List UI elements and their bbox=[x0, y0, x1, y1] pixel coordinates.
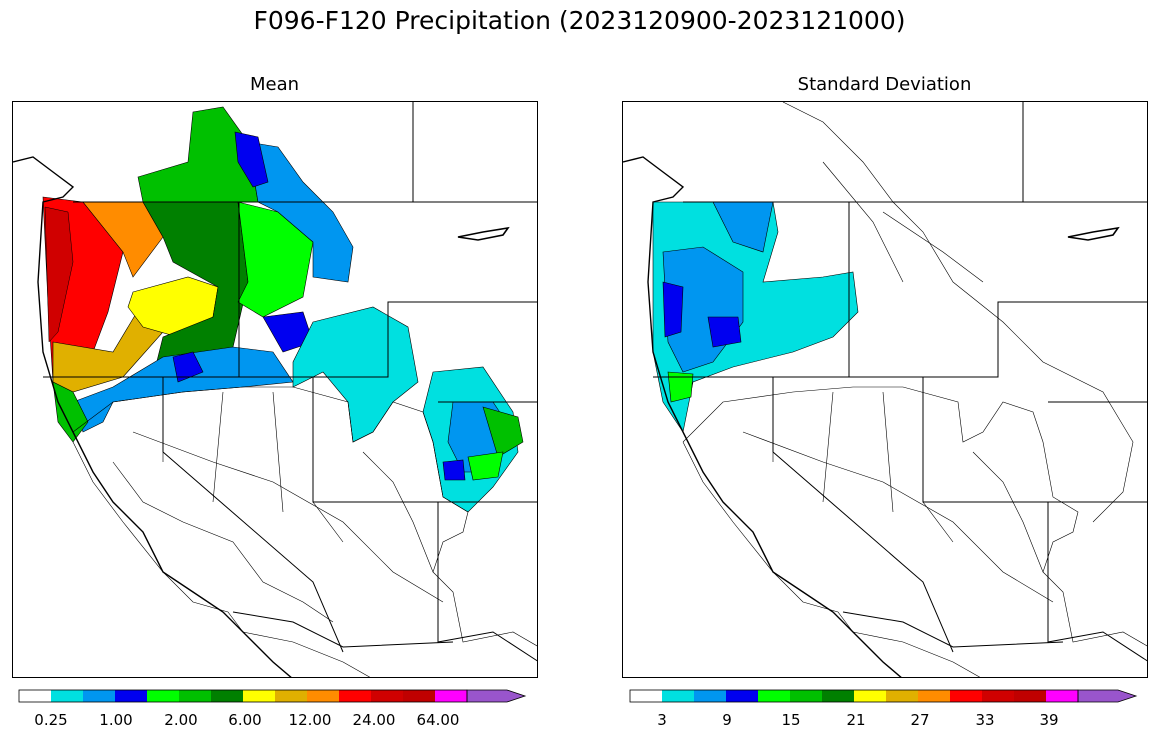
colorbar-swatch bbox=[275, 690, 307, 702]
stddev-regions bbox=[652, 201, 859, 433]
colorbar-swatch bbox=[1014, 690, 1046, 702]
colorbar-swatch bbox=[662, 690, 694, 702]
colorbar-swatch bbox=[1046, 690, 1078, 702]
colorbar-swatch bbox=[339, 690, 371, 702]
stddev-tick-label: 27 bbox=[910, 711, 930, 729]
stddev-tick-label: 39 bbox=[1039, 711, 1059, 729]
mean-precip-regions bbox=[42, 106, 524, 513]
stddev-map-svg bbox=[623, 102, 1147, 677]
colorbar-swatch bbox=[403, 690, 435, 702]
mean-tick-label: 64.00 bbox=[416, 711, 460, 729]
region-darkred bbox=[44, 206, 74, 343]
region-darkblue-north bbox=[234, 131, 269, 188]
region-cyan-utah bbox=[292, 306, 419, 443]
colorbar-swatch bbox=[950, 690, 982, 702]
colorbar-swatch bbox=[726, 690, 758, 702]
colorbar-swatch bbox=[630, 690, 662, 702]
stddev-great-lakes bbox=[1067, 226, 1120, 241]
colorbar-swatch bbox=[19, 690, 51, 702]
colorbar-swatch bbox=[179, 690, 211, 702]
colorbar-swatch bbox=[854, 690, 886, 702]
mean-tick-label: 2.00 bbox=[164, 711, 198, 729]
colorbar-swatch bbox=[822, 690, 854, 702]
region-darkblue-colorado bbox=[442, 459, 466, 481]
figure-title: F096-F120 Precipitation (2023120900-2023… bbox=[253, 6, 906, 35]
sd-region-green bbox=[667, 371, 694, 403]
stddev-colorbar bbox=[629, 689, 1138, 703]
colorbar-swatch bbox=[147, 690, 179, 702]
mean-tick-label: 6.00 bbox=[228, 711, 262, 729]
colorbar-swatch bbox=[918, 690, 950, 702]
region-green-sw bbox=[52, 381, 89, 443]
region-darkblue-south bbox=[172, 351, 204, 383]
colorbar-swatch bbox=[694, 690, 726, 702]
mean-panel-title: Mean bbox=[249, 74, 300, 95]
mean-tick-label: 12.00 bbox=[288, 711, 332, 729]
region-blue-north bbox=[247, 141, 354, 283]
colorbar-extend-arrow bbox=[466, 689, 527, 703]
stddev-basin-outlines bbox=[682, 102, 1147, 677]
mean-tick-label: 24.00 bbox=[352, 711, 396, 729]
stddev-tick-label: 33 bbox=[975, 711, 995, 729]
mean-coastline bbox=[13, 156, 292, 677]
colorbar-swatch bbox=[758, 690, 790, 702]
colorbar-swatch bbox=[243, 690, 275, 702]
stddev-state-borders bbox=[653, 102, 1147, 662]
colorbar-swatch bbox=[435, 690, 467, 702]
stddev-panel-title: Standard Deviation bbox=[797, 74, 972, 95]
mean-tick-label: 0.25 bbox=[34, 711, 68, 729]
colorbar-swatch bbox=[307, 690, 339, 702]
region-green-colorado bbox=[482, 406, 524, 458]
colorbar-swatch bbox=[83, 690, 115, 702]
colorbar-swatch bbox=[790, 690, 822, 702]
colorbar-swatch bbox=[115, 690, 147, 702]
stddev-tick-label: 3 bbox=[657, 711, 667, 729]
stddev-map bbox=[622, 101, 1148, 678]
sd-region-darkblue-2 bbox=[707, 316, 742, 348]
mean-map-svg bbox=[13, 102, 537, 677]
mean-tick-label: 1.00 bbox=[99, 711, 133, 729]
colorbar-swatch bbox=[51, 690, 83, 702]
colorbar-swatch bbox=[886, 690, 918, 702]
stddev-tick-label: 15 bbox=[781, 711, 801, 729]
mean-colorbar bbox=[18, 689, 527, 703]
colorbar-extend-arrow bbox=[1077, 689, 1138, 703]
stddev-coastline bbox=[623, 156, 902, 677]
colorbar-border bbox=[18, 689, 468, 703]
stddev-tick-label: 21 bbox=[846, 711, 866, 729]
mean-great-lakes bbox=[457, 226, 510, 241]
colorbar-swatch bbox=[211, 690, 243, 702]
stddev-tick-label: 9 bbox=[722, 711, 732, 729]
colorbar-swatch bbox=[371, 690, 403, 702]
sd-region-darkblue-1 bbox=[662, 281, 684, 338]
mean-map bbox=[12, 101, 538, 678]
colorbar-border bbox=[629, 689, 1079, 703]
region-brightgreen-colorado bbox=[467, 451, 504, 481]
colorbar-swatch bbox=[982, 690, 1014, 702]
mean-state-borders bbox=[43, 102, 537, 662]
